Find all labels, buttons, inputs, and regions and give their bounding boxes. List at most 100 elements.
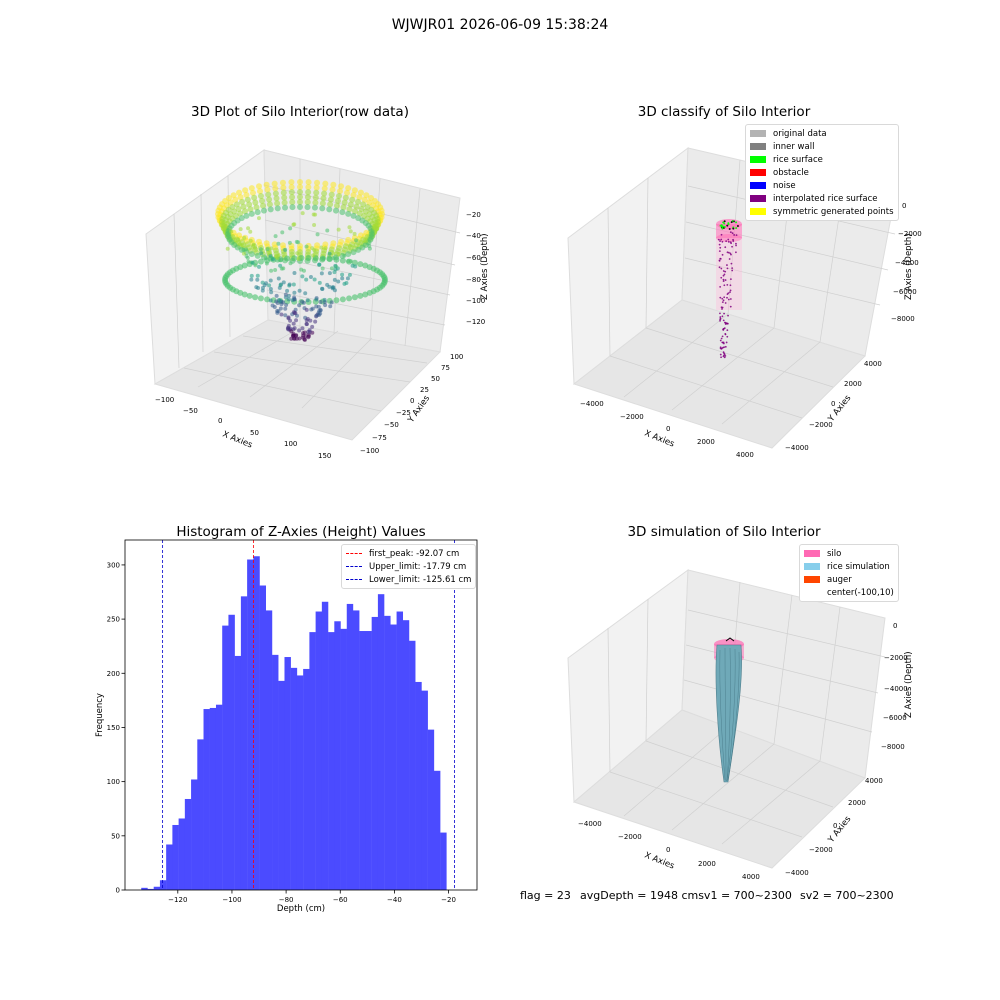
scatter-point — [719, 347, 722, 350]
scatter-point — [720, 238, 723, 241]
hist-bar — [303, 668, 310, 890]
scatter-point — [295, 251, 300, 256]
plot1-points — [215, 179, 388, 342]
scatter-point — [240, 203, 247, 210]
scatter-point — [238, 227, 243, 232]
legend-swatch — [750, 208, 766, 215]
figure-title: WJWJR01 2026-06-09 15:38:24 — [391, 17, 609, 33]
scatter-point — [265, 191, 272, 198]
scatter-point — [328, 304, 333, 309]
scatter-point — [313, 184, 320, 191]
scatter-point — [286, 293, 291, 298]
scatter-point — [345, 251, 352, 258]
scatter-point — [305, 179, 312, 186]
scatter-point — [239, 198, 246, 205]
legend-swatch — [750, 182, 766, 189]
scatter-point — [254, 285, 259, 290]
scatter-point — [313, 189, 320, 196]
scatter-point — [243, 191, 250, 198]
plot4-x-tick: 2000 — [698, 860, 716, 868]
scatter-point — [264, 296, 271, 303]
scatter-point — [331, 285, 336, 290]
hist-x-tick-label: −80 — [279, 896, 294, 904]
scatter-point — [304, 307, 309, 312]
scatter-point — [335, 197, 341, 204]
scatter-point — [248, 229, 253, 234]
scatter-point — [719, 246, 722, 249]
scatter-point — [726, 224, 729, 227]
plot4-y-tick: −2000 — [809, 846, 833, 854]
scatter-point — [719, 296, 722, 299]
scatter-point — [244, 196, 251, 203]
hist-bar — [359, 631, 366, 890]
scatter-point — [727, 314, 729, 317]
scatter-point — [333, 207, 339, 214]
scatter-point — [721, 347, 723, 350]
scatter-point — [249, 273, 254, 278]
plot1-y-tick: 75 — [441, 364, 450, 372]
scatter-point — [304, 204, 311, 211]
scatter-point — [281, 280, 286, 285]
scatter-point — [367, 243, 372, 248]
legend-swatch — [804, 563, 820, 570]
scatter-point — [243, 212, 250, 219]
scatter-point — [723, 312, 725, 315]
scatter-point — [289, 194, 296, 201]
plot1-x-tick: 150 — [318, 452, 331, 460]
scatter-point — [726, 251, 729, 254]
scatter-point — [326, 256, 333, 263]
scatter-point — [731, 232, 734, 235]
scatter-point — [294, 318, 299, 323]
scatter-point — [273, 267, 278, 272]
legend-swatch — [804, 550, 820, 557]
plot2-y-tick: 4000 — [864, 360, 882, 368]
hist-bar — [390, 624, 397, 890]
scatter-point — [725, 341, 728, 344]
hist-bars — [141, 556, 447, 890]
scatter-point — [363, 239, 368, 244]
scatter-point — [314, 313, 319, 318]
hist-bar — [415, 681, 422, 890]
scatter-point — [304, 199, 311, 206]
plot4-x-tick: 4000 — [742, 873, 760, 881]
scatter-point — [353, 264, 358, 269]
scatter-point — [305, 298, 310, 303]
scatter-point — [289, 329, 294, 334]
scatter-point — [269, 290, 274, 295]
hist-bar — [259, 585, 266, 890]
scatter-point — [312, 194, 319, 201]
scatter-point — [279, 179, 286, 186]
hist-bar — [178, 818, 186, 890]
legend-swatch — [750, 195, 766, 202]
scatter-point — [263, 256, 268, 261]
scatter-point — [340, 204, 347, 211]
scatter-point — [273, 195, 280, 202]
plot1-x-tick: 100 — [284, 440, 297, 448]
scatter-point — [312, 277, 317, 282]
scatter-point — [327, 201, 334, 208]
scatter-point — [246, 292, 253, 299]
scatter-point — [727, 298, 730, 301]
scatter-point — [729, 298, 732, 300]
scatter-point — [276, 276, 281, 281]
scatter-point — [735, 244, 737, 247]
legend-item-silo: silo — [800, 547, 898, 560]
scatter-point — [322, 297, 327, 302]
scatter-point — [305, 184, 312, 191]
scatter-point — [728, 258, 731, 260]
scatter-point — [281, 194, 288, 201]
plot1-y-tick: 50 — [431, 375, 440, 383]
scatter-point — [345, 185, 352, 192]
scatter-point — [257, 188, 263, 195]
scatter-point — [299, 267, 304, 272]
scatter-point — [720, 267, 723, 270]
plot3-frame — [124, 539, 478, 891]
scatter-point — [236, 237, 241, 242]
scatter-point — [371, 225, 376, 230]
scatter-point — [241, 262, 248, 269]
scatter-point — [288, 189, 295, 196]
scatter-point — [730, 262, 733, 265]
scatter-point — [300, 274, 305, 279]
scatter-point — [321, 190, 328, 197]
scatter-point — [240, 243, 245, 248]
